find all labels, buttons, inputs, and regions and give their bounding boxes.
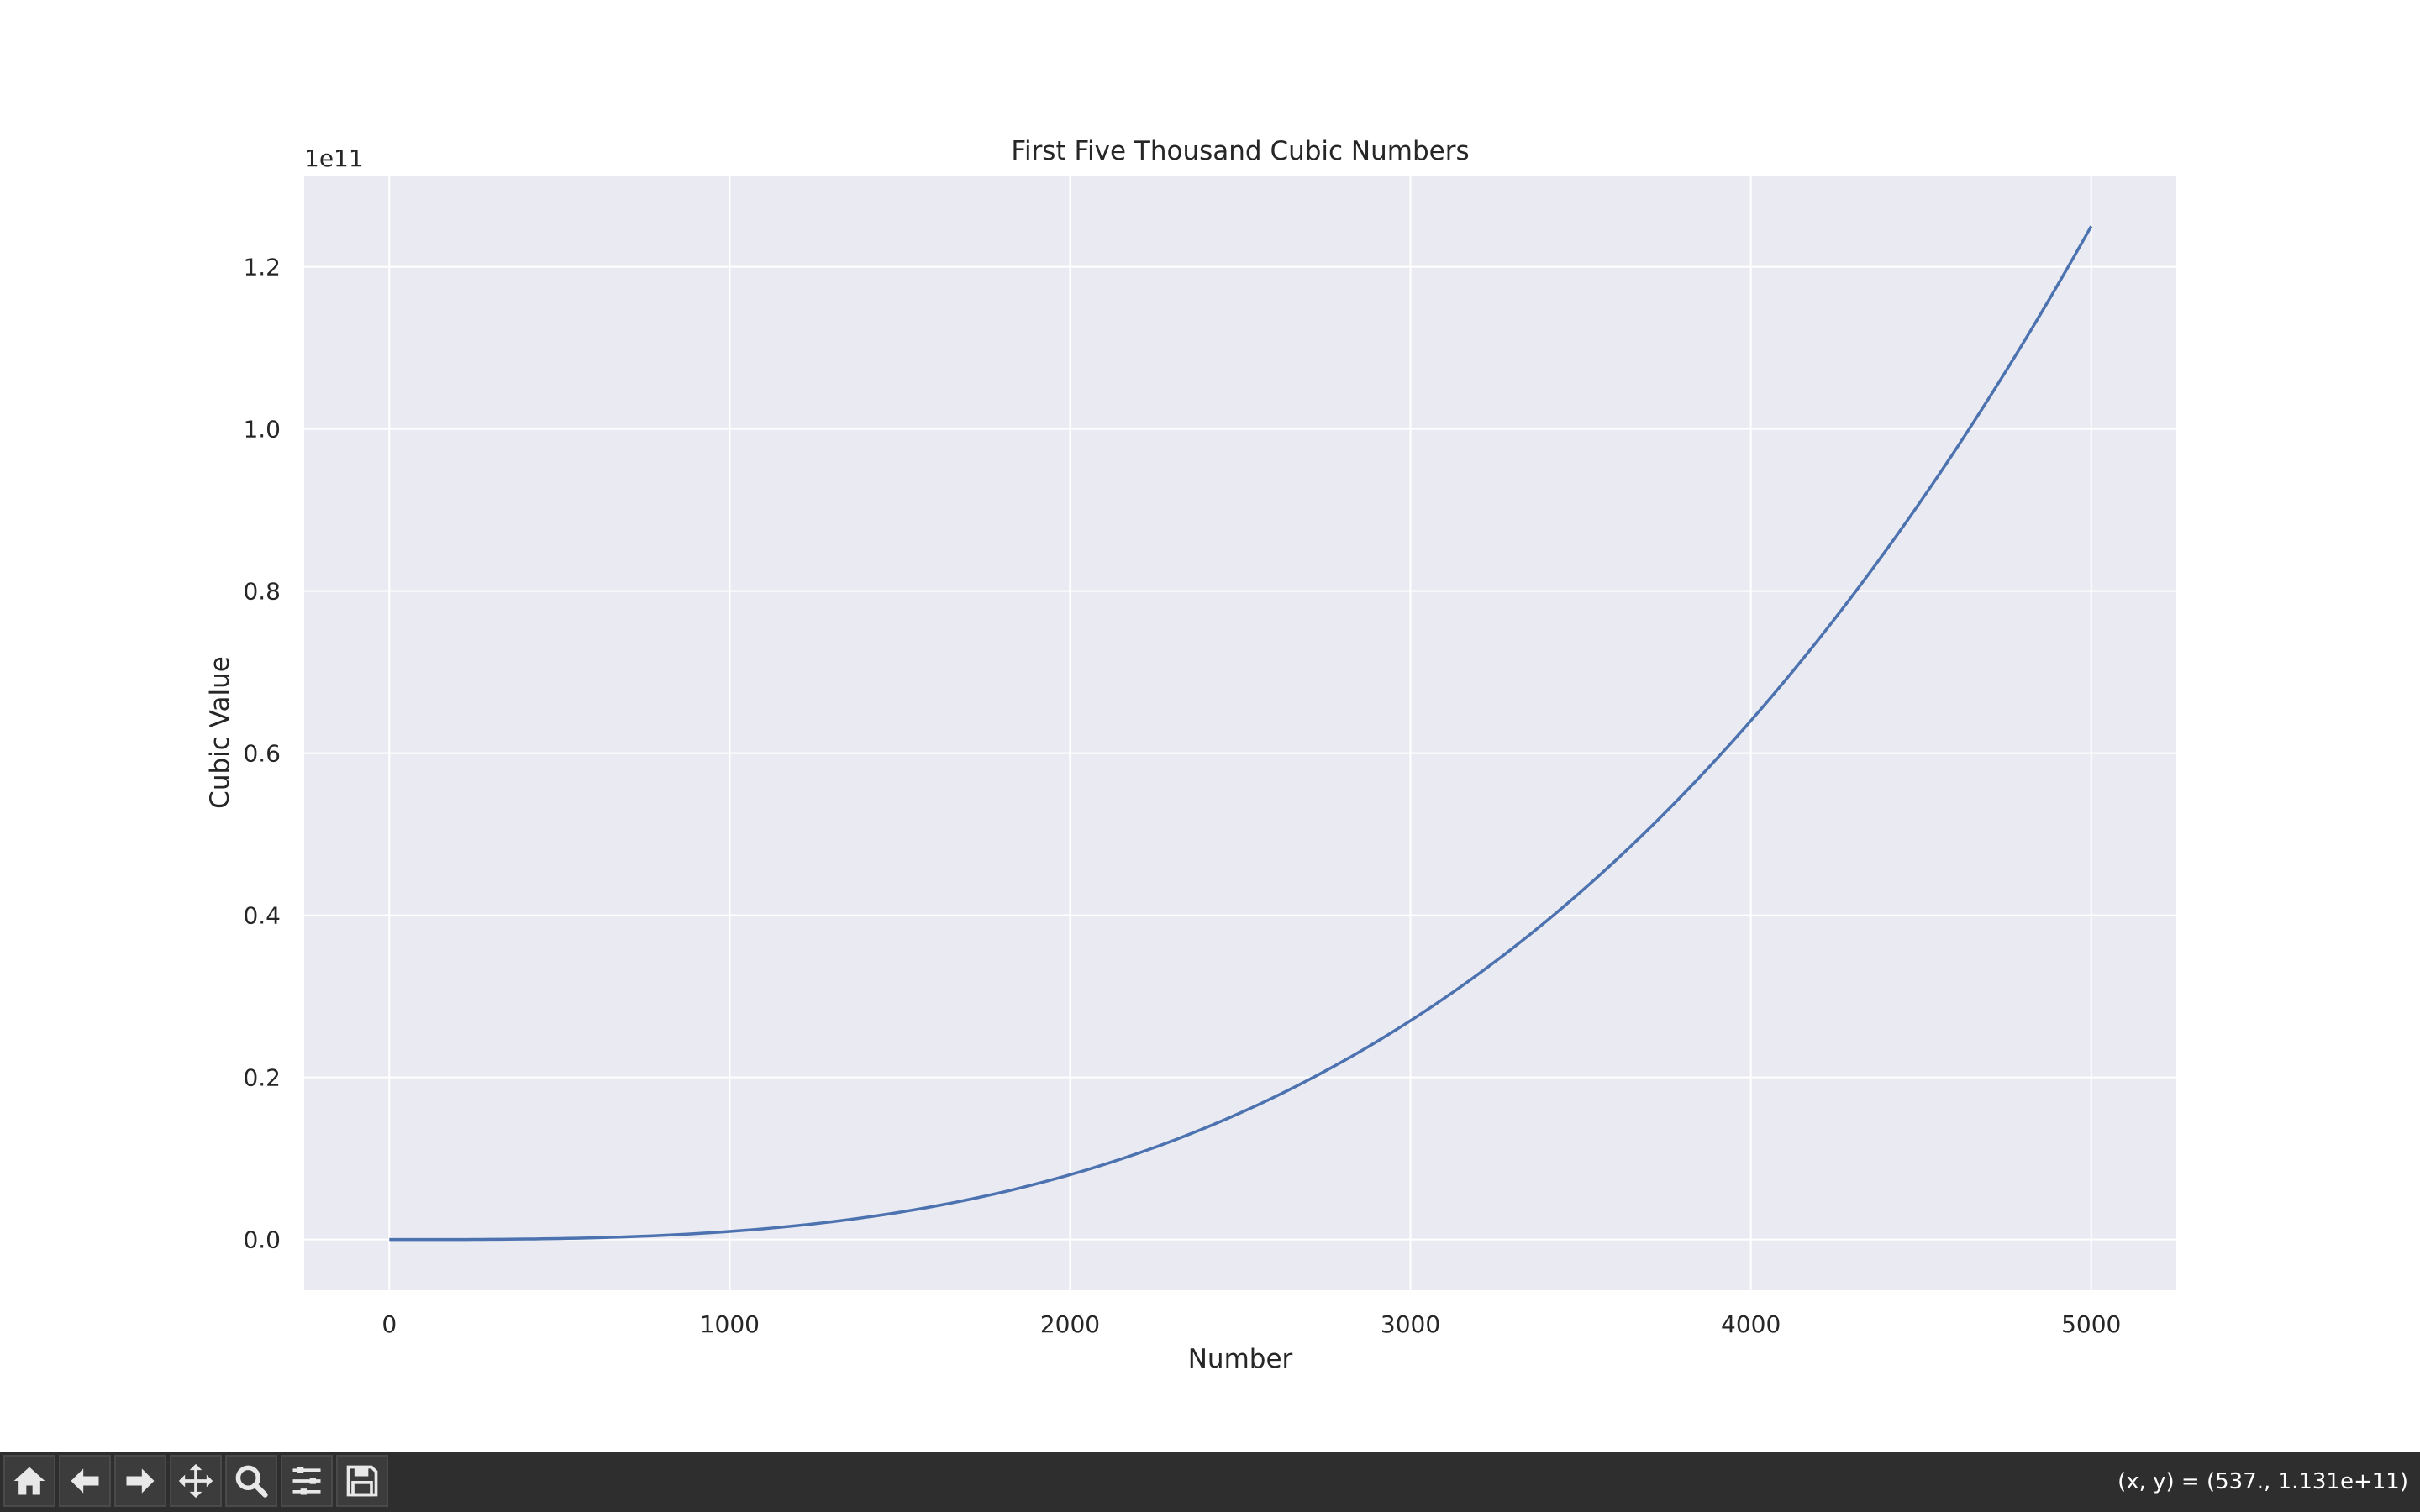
- series-layer: [389, 225, 2093, 1242]
- y-tick-label: 0.6: [243, 740, 281, 768]
- figure-canvas: 0 1000 2000 3000 4000 5000 0.0 0.2 0.4 0.6 0.8 1.0…: [205, 136, 2176, 1374]
- y-tick-label: 0.2: [243, 1064, 281, 1092]
- sliders-icon: [292, 1467, 321, 1495]
- y-tick-label: 0.8: [243, 578, 281, 606]
- forward-button[interactable]: [114, 1455, 166, 1507]
- x-tick-label: 2000: [1040, 1310, 1100, 1338]
- navigation-toolbar: (x, y) = (537., 1.131e+11): [0, 1452, 2420, 1512]
- x-tick-label: 0: [381, 1310, 397, 1338]
- y-offset-label: 1e11: [304, 144, 364, 172]
- series-line-cubic: [389, 225, 2093, 1242]
- floppy-disk-icon: [346, 1465, 378, 1497]
- pan-button[interactable]: [170, 1455, 222, 1507]
- x-tick-labels: 0 1000 2000 3000 4000 5000: [381, 1310, 2121, 1338]
- configure-subplots-button[interactable]: [281, 1455, 333, 1507]
- arrow-left-icon: [71, 1468, 99, 1494]
- y-tick-label: 0.0: [243, 1226, 281, 1254]
- y-axis-label: Cubic Value: [205, 656, 235, 809]
- y-tick-label: 1.2: [243, 254, 281, 281]
- save-button[interactable]: [336, 1455, 388, 1507]
- x-tick-label: 3000: [1381, 1310, 1440, 1338]
- grid-lines: [304, 176, 2176, 1290]
- back-button[interactable]: [59, 1455, 111, 1507]
- y-tick-labels: 0.0 0.2 0.4 0.6 0.8 1.0 1.2: [243, 254, 281, 1254]
- home-icon: [13, 1467, 45, 1495]
- line-chart: 0 1000 2000 3000 4000 5000 0.0 0.2 0.4 0.6 0.8 1.0…: [205, 136, 2176, 1374]
- y-tick-label: 0.4: [243, 902, 281, 930]
- x-tick-label: 4000: [1721, 1310, 1781, 1338]
- coordinate-readout: (x, y) = (537., 1.131e+11): [2118, 1469, 2408, 1494]
- move-icon: [178, 1463, 213, 1499]
- chart-title: First Five Thousand Cubic Numbers: [1011, 136, 1469, 166]
- y-tick-label: 1.0: [243, 416, 281, 444]
- x-axis-label: Number: [1188, 1344, 1293, 1374]
- x-tick-label: 1000: [700, 1310, 760, 1338]
- home-button[interactable]: [3, 1455, 55, 1507]
- x-tick-label: 5000: [2061, 1310, 2121, 1338]
- magnifier-icon: [235, 1465, 268, 1498]
- arrow-right-icon: [126, 1468, 155, 1494]
- plot-area-background: [304, 176, 2176, 1290]
- zoom-button[interactable]: [225, 1455, 277, 1507]
